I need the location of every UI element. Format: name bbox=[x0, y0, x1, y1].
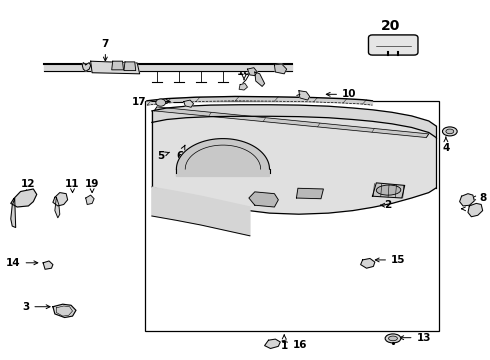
Text: 8: 8 bbox=[472, 193, 487, 203]
Text: 2: 2 bbox=[381, 200, 391, 210]
Polygon shape bbox=[55, 197, 60, 218]
Ellipse shape bbox=[389, 336, 397, 341]
Polygon shape bbox=[112, 61, 123, 70]
Polygon shape bbox=[296, 188, 323, 199]
Polygon shape bbox=[460, 194, 474, 206]
Polygon shape bbox=[86, 195, 94, 204]
Text: 17: 17 bbox=[131, 96, 170, 107]
Text: 5: 5 bbox=[157, 150, 170, 161]
Polygon shape bbox=[265, 339, 280, 348]
Polygon shape bbox=[147, 96, 372, 105]
Polygon shape bbox=[361, 258, 375, 268]
Polygon shape bbox=[176, 139, 270, 176]
Text: 12: 12 bbox=[21, 179, 36, 194]
Text: 19: 19 bbox=[85, 179, 99, 193]
Text: 13: 13 bbox=[400, 333, 431, 343]
Polygon shape bbox=[152, 105, 436, 138]
Ellipse shape bbox=[376, 185, 401, 195]
Polygon shape bbox=[249, 192, 278, 207]
Polygon shape bbox=[255, 72, 265, 86]
Text: 9: 9 bbox=[462, 204, 475, 214]
Polygon shape bbox=[152, 187, 250, 236]
Text: 3: 3 bbox=[22, 302, 50, 312]
Bar bbox=[145, 101, 439, 331]
Polygon shape bbox=[43, 261, 53, 269]
Polygon shape bbox=[44, 64, 292, 71]
Polygon shape bbox=[274, 64, 287, 74]
Text: 14: 14 bbox=[6, 258, 38, 268]
Circle shape bbox=[156, 99, 166, 106]
Text: 6: 6 bbox=[176, 145, 185, 161]
Ellipse shape bbox=[442, 127, 457, 136]
Polygon shape bbox=[299, 91, 310, 100]
Polygon shape bbox=[372, 183, 405, 198]
Text: 7: 7 bbox=[101, 39, 109, 61]
Text: 15: 15 bbox=[375, 255, 406, 265]
Text: 18: 18 bbox=[237, 67, 251, 80]
Text: 11: 11 bbox=[65, 179, 80, 193]
Polygon shape bbox=[82, 63, 91, 71]
Polygon shape bbox=[11, 199, 16, 228]
Polygon shape bbox=[468, 203, 483, 217]
Polygon shape bbox=[53, 193, 68, 206]
Polygon shape bbox=[53, 304, 76, 318]
Polygon shape bbox=[154, 107, 429, 138]
Text: 1: 1 bbox=[281, 335, 288, 351]
Polygon shape bbox=[184, 100, 194, 107]
Polygon shape bbox=[247, 68, 257, 76]
Text: 10: 10 bbox=[326, 89, 357, 99]
Text: 16: 16 bbox=[282, 340, 308, 350]
Polygon shape bbox=[239, 84, 247, 90]
Polygon shape bbox=[11, 189, 37, 207]
Polygon shape bbox=[91, 61, 140, 74]
Text: 4: 4 bbox=[442, 137, 450, 153]
Text: 20: 20 bbox=[381, 19, 401, 39]
Ellipse shape bbox=[385, 334, 401, 343]
Polygon shape bbox=[124, 62, 136, 71]
Ellipse shape bbox=[446, 129, 454, 134]
Polygon shape bbox=[152, 116, 436, 214]
FancyBboxPatch shape bbox=[368, 35, 418, 55]
